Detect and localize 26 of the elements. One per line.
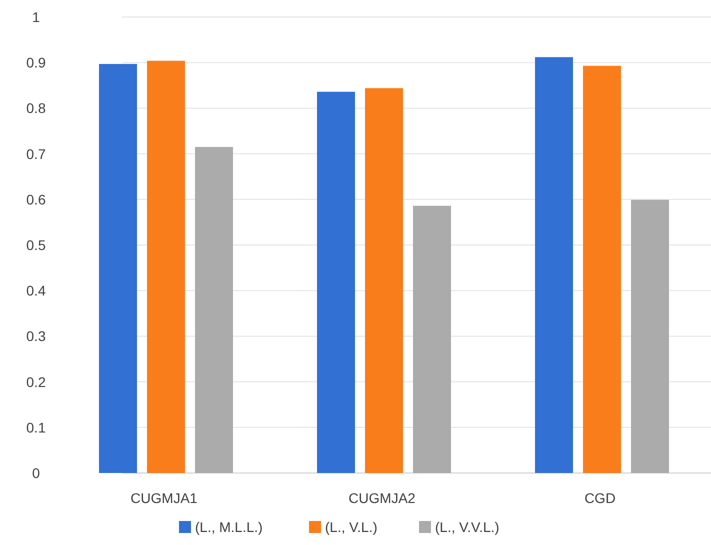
bar [99,64,137,473]
x-tick-label: CGD [584,490,616,506]
legend-label: (L., M.L.L.) [195,519,263,535]
x-tick-label: CUGMJA2 [348,490,416,506]
bar [317,92,355,473]
bar [147,60,185,473]
bar [583,66,621,473]
y-tick-label: 0.3 [26,328,46,344]
legend-label: (L., V.L.) [325,519,378,535]
y-tick-label: 1 [32,9,40,25]
y-tick-label: 0.7 [26,146,46,162]
bar [413,206,451,473]
y-tick-label: 0.2 [26,374,46,390]
bar [365,88,403,473]
y-tick-label: 0.8 [26,100,46,116]
y-tick-label: 0.1 [26,419,46,436]
bar [535,57,573,473]
y-tick-label: 0 [32,465,40,481]
y-tick-label: 0.4 [26,282,46,299]
legend-label: (L., V.V.L.) [435,519,500,535]
y-tick-label: 0.9 [26,54,46,71]
bar [631,200,669,473]
y-tick-label: 0.5 [26,237,46,253]
x-tick-label: CUGMJA1 [130,490,198,506]
y-tick-label: 0.6 [26,191,46,208]
bar [195,146,233,473]
